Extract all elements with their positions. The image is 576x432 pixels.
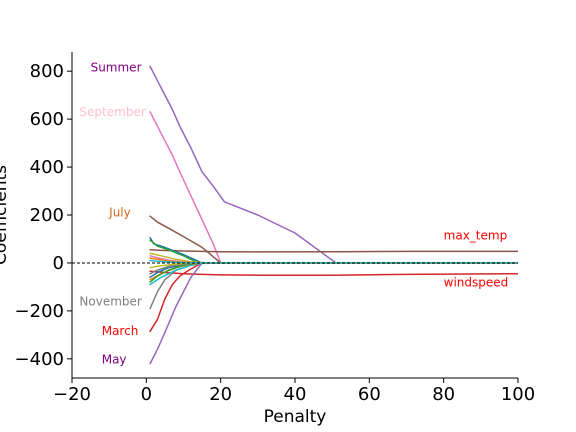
y-ticks: −400 −200 0 200 400 600 800: [15, 61, 72, 370]
x-tick-label: 40: [284, 384, 307, 405]
x-tick-label: 100: [501, 384, 535, 405]
y-tick-label: 200: [30, 205, 64, 226]
series-line-6: [149, 262, 518, 333]
y-tick-label: 600: [30, 109, 64, 130]
y-tick-label: −400: [15, 349, 64, 370]
annotation-label: July: [108, 206, 131, 220]
annotation-label: November: [79, 294, 141, 308]
x-tick-label: −20: [53, 384, 91, 405]
x-tick-label: 80: [432, 384, 455, 405]
annotation-label: max_temp: [444, 228, 508, 242]
annotations: Summer September July November March May max_t…: [79, 61, 508, 367]
annotation-label: March: [102, 324, 139, 338]
y-tick-label: −200: [15, 301, 64, 322]
y-tick-label: 400: [30, 157, 64, 178]
series-lines: [149, 65, 518, 365]
x-tick-label: 0: [141, 384, 152, 405]
x-tick-label: 60: [358, 384, 381, 405]
x-ticks: −20 0 20 40 60 80 100: [53, 378, 535, 405]
annotation-label: May: [102, 353, 127, 367]
y-tick-label: 0: [53, 253, 64, 274]
series-line-18: [149, 262, 518, 275]
y-tick-label: 800: [30, 61, 64, 82]
x-axis-title: Penalty: [264, 407, 327, 427]
y-axis-title: Coefficients: [0, 165, 11, 265]
annotation-label: Summer: [91, 61, 142, 75]
annotation-label: September: [79, 105, 145, 119]
x-tick-label: 20: [209, 384, 232, 405]
annotation-label: windspeed: [444, 276, 509, 290]
